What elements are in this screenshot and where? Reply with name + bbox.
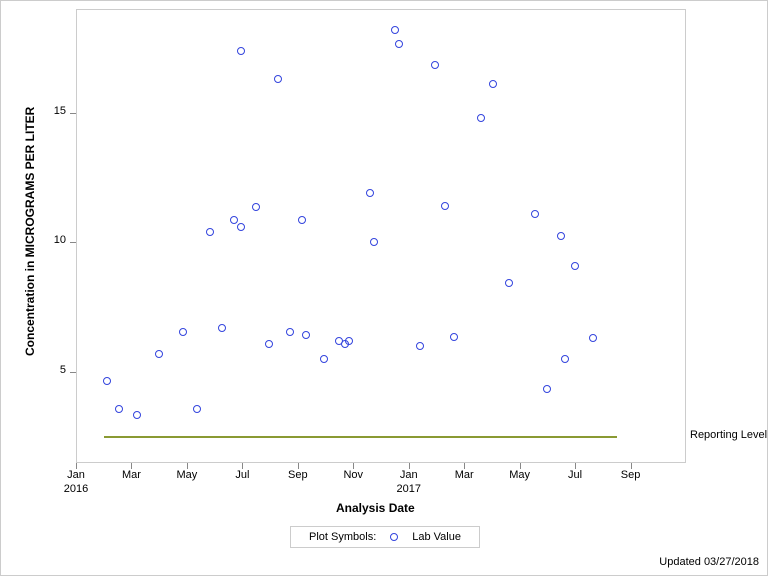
data-point: [115, 405, 123, 413]
data-point: [237, 223, 245, 231]
y-tick: [70, 242, 76, 243]
data-point: [155, 350, 163, 358]
legend-item-label: Lab Value: [412, 531, 461, 543]
y-axis-title: Concentration in MICROGRAMS PER LITER: [23, 107, 37, 356]
data-point: [230, 216, 238, 224]
data-point: [391, 26, 399, 34]
data-point: [477, 114, 485, 122]
legend-title: Plot Symbols:: [309, 531, 376, 543]
data-point: [286, 328, 294, 336]
data-point: [531, 210, 539, 218]
x-tick-year-label: 2017: [384, 483, 434, 495]
data-point: [252, 203, 260, 211]
y-tick: [70, 113, 76, 114]
x-tick-year-label: 2016: [51, 483, 101, 495]
data-point: [543, 385, 551, 393]
updated-text: Updated 03/27/2018: [659, 556, 759, 568]
data-point: [561, 355, 569, 363]
y-tick: [70, 372, 76, 373]
y-tick-label: 5: [36, 364, 66, 376]
data-point: [302, 331, 310, 339]
plot-area: [76, 9, 686, 463]
y-tick-label: 15: [36, 105, 66, 117]
data-point: [274, 75, 282, 83]
data-point: [571, 262, 579, 270]
data-point: [320, 355, 328, 363]
x-tick-label: Jan: [384, 469, 434, 481]
data-point: [489, 80, 497, 88]
data-point: [218, 324, 226, 332]
data-point: [589, 334, 597, 342]
x-tick-label: Jul: [217, 469, 267, 481]
chart-container: Concentration in MICROGRAMS PER LITER An…: [0, 0, 768, 576]
data-point: [298, 216, 306, 224]
data-point: [450, 333, 458, 341]
data-point: [557, 232, 565, 240]
legend-marker-icon: [390, 533, 398, 541]
data-point: [370, 238, 378, 246]
x-tick-label: Nov: [328, 469, 378, 481]
data-point: [265, 340, 273, 348]
data-point: [345, 337, 353, 345]
reporting-level-label: Reporting Level: [690, 429, 767, 441]
data-point: [505, 279, 513, 287]
legend-box: Plot Symbols: Lab Value: [290, 526, 480, 548]
data-point: [206, 228, 214, 236]
x-tick-label: Sep: [606, 469, 656, 481]
data-point: [193, 405, 201, 413]
x-tick-label: Mar: [106, 469, 156, 481]
data-point: [416, 342, 424, 350]
data-point: [441, 202, 449, 210]
data-point: [133, 411, 141, 419]
x-tick-label: Sep: [273, 469, 323, 481]
data-point: [103, 377, 111, 385]
x-tick-label: Jul: [550, 469, 600, 481]
reporting-level-line: [104, 436, 617, 438]
x-tick-label: Jan: [51, 469, 101, 481]
data-point: [395, 40, 403, 48]
x-axis-title: Analysis Date: [336, 501, 415, 515]
data-point: [366, 189, 374, 197]
data-point: [237, 47, 245, 55]
x-tick-label: Mar: [439, 469, 489, 481]
y-tick-label: 10: [36, 234, 66, 246]
x-tick-label: May: [495, 469, 545, 481]
x-tick-label: May: [162, 469, 212, 481]
data-point: [179, 328, 187, 336]
data-point: [431, 61, 439, 69]
